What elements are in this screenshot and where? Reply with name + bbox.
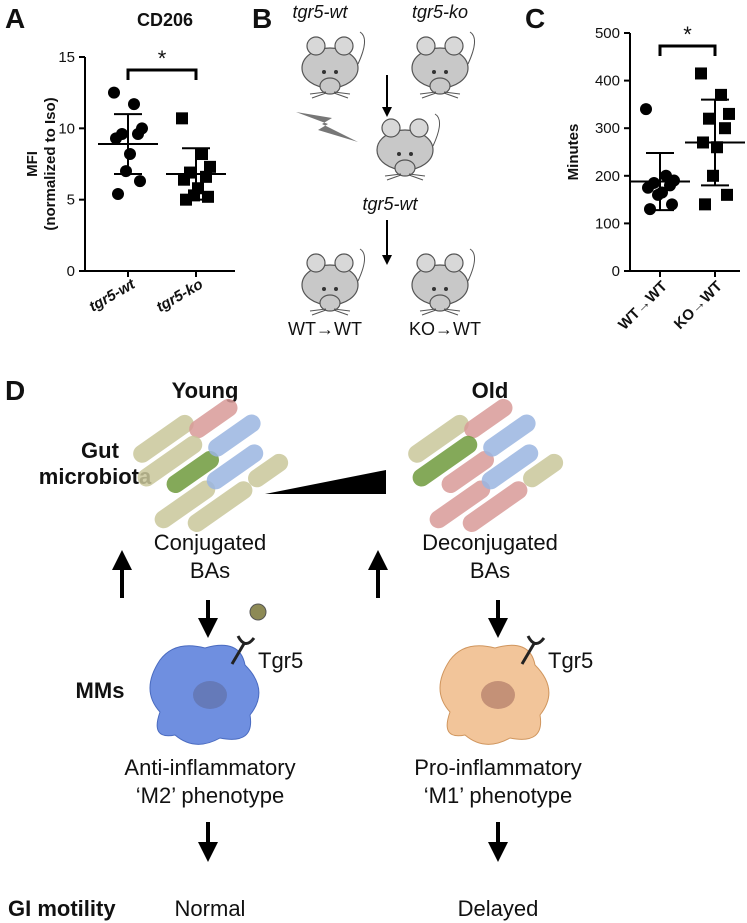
y-tick-label: 15 [58, 49, 75, 66]
phenotype-label: ‘M2’ phenotype [136, 783, 284, 808]
column-title: Young [172, 378, 239, 403]
mouse-icon [411, 248, 476, 316]
phenotype-label: Pro-inflammatory [414, 755, 581, 780]
data-point [110, 132, 122, 145]
data-point [124, 148, 136, 161]
y-tick-label: 400 [595, 73, 620, 90]
data-point [642, 181, 654, 194]
panel-label: D [5, 375, 25, 406]
y-axis-label: (normalized to Iso) [42, 97, 59, 230]
wedge [265, 470, 386, 494]
data-point [719, 122, 731, 135]
mouse-icon [411, 31, 476, 99]
significance-bracket [658, 44, 717, 56]
data-point [200, 170, 212, 183]
phenotype-label: ‘M1’ phenotype [424, 783, 572, 808]
microbiota-young [133, 398, 289, 532]
significance-label: * [158, 46, 167, 71]
bile-acid-label: Deconjugated [422, 530, 558, 555]
mouse-icon [301, 248, 366, 316]
phenotype-label: Anti-inflammatory [124, 755, 295, 780]
x-tick-label: KO→WT [671, 278, 726, 333]
diagram-d: Young Old Gut microbiota [8, 378, 593, 921]
data-point [666, 198, 678, 211]
row-label: Gut [81, 438, 120, 463]
donor-label: tgr5-wt [292, 2, 348, 22]
data-point [715, 88, 727, 101]
charts: 0 5 10 15 CD206 MFI (normalized to Iso) tgr5-wt… [24, 10, 745, 333]
receptor-label: Tgr5 [258, 648, 303, 673]
bile-acid-label: Conjugated [154, 530, 267, 555]
recipient-label: tgr5-wt [362, 194, 418, 214]
data-point [640, 103, 652, 116]
y-tick-label: 500 [595, 25, 620, 42]
y-tick-label: 10 [58, 120, 75, 137]
y-tick-label: 300 [595, 120, 620, 137]
data-point [699, 198, 711, 211]
data-point [204, 160, 216, 173]
data-point [176, 112, 188, 125]
x-tick-label: tgr5-ko [153, 276, 206, 316]
irradiation-icon [296, 112, 358, 142]
data-point [723, 107, 735, 120]
donor-label: tgr5-ko [412, 2, 468, 22]
data-point [112, 187, 124, 200]
y-tick-label: 0 [612, 263, 620, 280]
significance-label: * [683, 22, 692, 47]
receptor-label: Tgr5 [548, 648, 593, 673]
microbiota-old [408, 398, 564, 532]
panel-label: B [252, 3, 272, 34]
data-point [120, 165, 132, 178]
y-axis-label: MFI [24, 151, 41, 177]
panel-label: C [525, 3, 545, 34]
row-label: GI motility [8, 896, 116, 921]
chart-title: CD206 [137, 10, 193, 30]
panel-label: A [5, 3, 25, 34]
data-point [652, 188, 664, 201]
y-tick-label: 200 [595, 168, 620, 185]
data-point [721, 188, 733, 201]
data-point [196, 148, 208, 161]
mouse-icon [301, 31, 366, 99]
bile-acid-label: BAs [470, 558, 510, 583]
y-tick-label: 5 [67, 192, 75, 209]
group-label: WT→WT [288, 319, 362, 339]
diagram-b: tgr5-wt tgr5-ko tgr5-wt WT→WT KO→WT [288, 2, 481, 339]
significance-bracket [126, 68, 198, 80]
data-point [703, 112, 715, 125]
row-label: microbiota [39, 464, 152, 489]
data-point [134, 175, 146, 188]
data-point [695, 67, 707, 80]
y-tick-label: 0 [67, 263, 75, 280]
data-point [178, 173, 190, 186]
y-axis-label: Minutes [565, 124, 582, 181]
x-tick-label: tgr5-wt [86, 275, 139, 315]
bile-acid-label: BAs [190, 558, 230, 583]
group-label: KO→WT [409, 319, 481, 339]
y-tick-label: 100 [595, 215, 620, 232]
data-point [108, 86, 120, 99]
data-point [128, 98, 140, 111]
mouse-icon [376, 113, 441, 181]
row-label: MMs [76, 678, 125, 703]
data-point [707, 169, 719, 182]
data-point [202, 190, 214, 203]
outcome-label: Delayed [458, 896, 539, 921]
data-point [132, 128, 144, 141]
outcome-label: Normal [175, 896, 246, 921]
x-tick-label: WT→WT [615, 278, 671, 334]
column-title: Old [472, 378, 509, 403]
